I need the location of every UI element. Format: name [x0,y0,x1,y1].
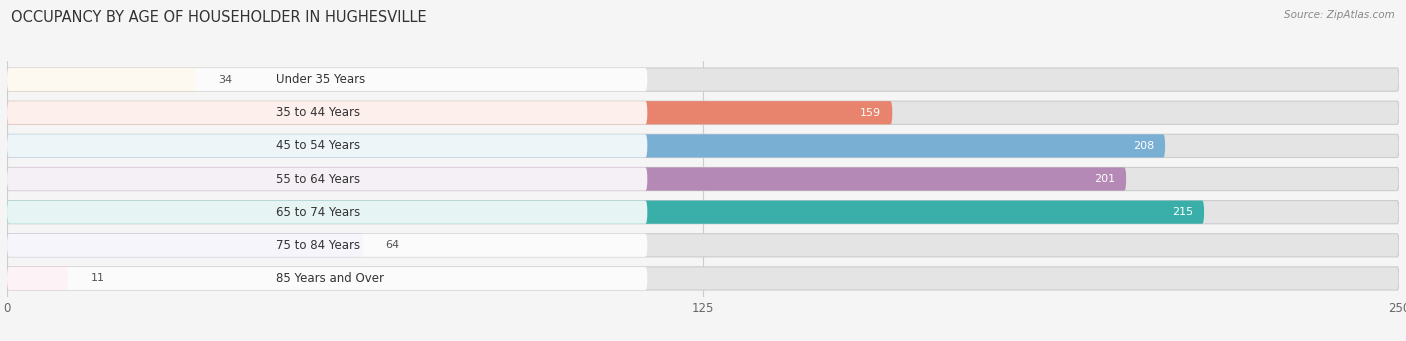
FancyBboxPatch shape [7,167,1126,191]
Text: 35 to 44 Years: 35 to 44 Years [276,106,360,119]
FancyBboxPatch shape [7,201,1204,224]
Text: 159: 159 [860,108,882,118]
FancyBboxPatch shape [7,201,647,224]
FancyBboxPatch shape [7,267,69,290]
FancyBboxPatch shape [7,101,647,124]
Text: 208: 208 [1133,141,1154,151]
FancyBboxPatch shape [7,68,1399,91]
FancyBboxPatch shape [7,267,647,290]
Text: Under 35 Years: Under 35 Years [276,73,366,86]
Text: 75 to 84 Years: 75 to 84 Years [276,239,360,252]
FancyBboxPatch shape [7,134,647,158]
FancyBboxPatch shape [7,267,1399,290]
FancyBboxPatch shape [7,234,647,257]
FancyBboxPatch shape [7,68,647,91]
Text: 215: 215 [1171,207,1192,217]
FancyBboxPatch shape [7,234,1399,257]
FancyBboxPatch shape [7,201,1399,224]
FancyBboxPatch shape [7,101,1399,124]
FancyBboxPatch shape [7,101,893,124]
FancyBboxPatch shape [7,68,197,91]
Text: Source: ZipAtlas.com: Source: ZipAtlas.com [1284,10,1395,20]
Text: OCCUPANCY BY AGE OF HOUSEHOLDER IN HUGHESVILLE: OCCUPANCY BY AGE OF HOUSEHOLDER IN HUGHE… [11,10,427,25]
Text: 45 to 54 Years: 45 to 54 Years [276,139,360,152]
Text: 201: 201 [1094,174,1115,184]
Text: 65 to 74 Years: 65 to 74 Years [276,206,360,219]
FancyBboxPatch shape [7,167,647,191]
Text: 85 Years and Over: 85 Years and Over [276,272,384,285]
Text: 64: 64 [385,240,399,250]
FancyBboxPatch shape [7,134,1166,158]
Text: 55 to 64 Years: 55 to 64 Years [276,173,360,186]
FancyBboxPatch shape [7,134,1399,158]
Text: 11: 11 [90,273,104,283]
Text: 34: 34 [218,75,233,85]
FancyBboxPatch shape [7,167,1399,191]
FancyBboxPatch shape [7,234,363,257]
